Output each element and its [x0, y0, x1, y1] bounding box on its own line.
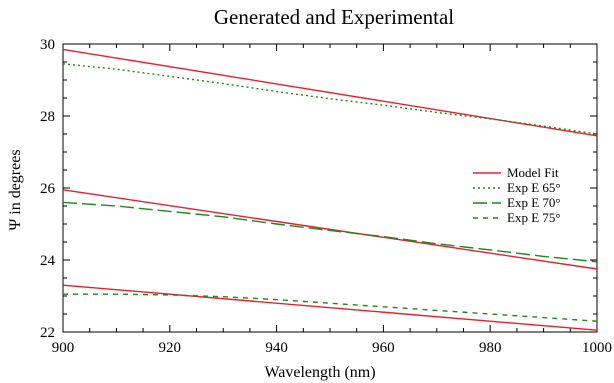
series-line-model-fit — [62, 189, 598, 270]
x-tick-label: 900 — [52, 340, 75, 356]
x-tick-label: 960 — [372, 340, 395, 356]
x-tick-label: 980 — [479, 340, 502, 356]
x-tick-label: 940 — [265, 340, 288, 356]
x-tick-label: 920 — [159, 340, 182, 356]
y-tick-label: 26 — [40, 181, 56, 197]
axes-layer: 900 920 940 960 980 1000 22 24 26 28 30 — [40, 37, 612, 356]
series-line-model-fit — [62, 284, 598, 331]
x-tick-label: 1000 — [582, 340, 612, 356]
y-tick-label: 24 — [40, 253, 56, 269]
y-tick-label: 22 — [40, 325, 55, 341]
legend-label: Model Fit — [507, 165, 559, 180]
series-line-exp-e-70 — [62, 201, 598, 263]
chart-title: Generated and Experimental — [214, 5, 454, 29]
series-line-model-fit — [62, 48, 598, 137]
y-tick-label: 30 — [40, 37, 55, 53]
x-axis-title: Wavelength (nm) — [264, 364, 375, 381]
y-axis-title: Ψ in degrees — [7, 149, 24, 230]
series-layer — [62, 48, 598, 331]
legend-label: Exp E 75° — [507, 210, 561, 225]
y-tick-label: 28 — [40, 109, 55, 125]
legend-label: Exp E 70° — [507, 195, 561, 210]
legend-label: Exp E 65° — [507, 180, 561, 195]
